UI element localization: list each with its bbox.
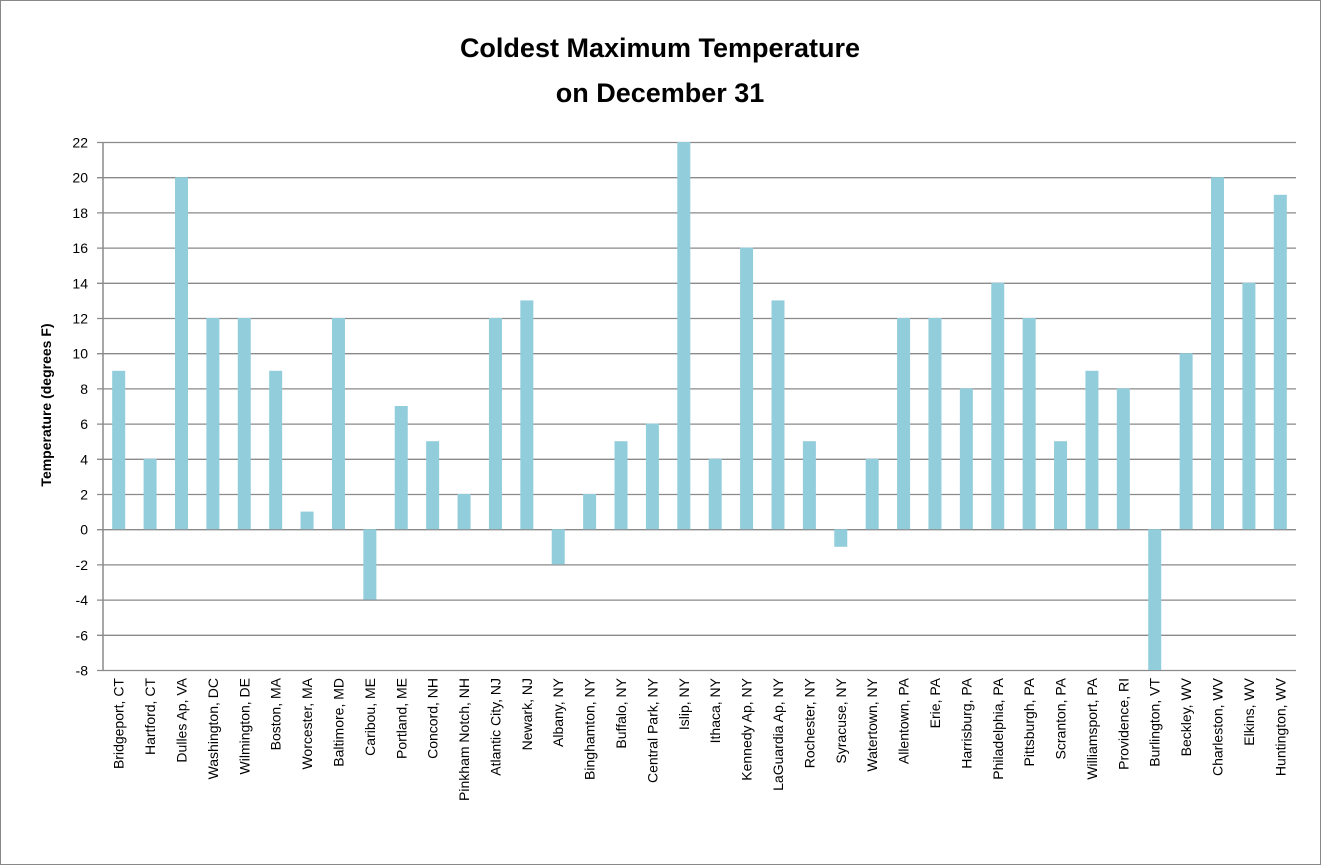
bar <box>143 458 157 530</box>
x-category-label: Newark, NJ <box>519 678 535 750</box>
x-category-label: Harrisburg, PA <box>958 677 974 768</box>
x-category-label: Beckley, WV <box>1178 677 1194 756</box>
bar <box>897 318 911 530</box>
bar <box>174 177 188 530</box>
bar <box>488 318 502 530</box>
x-category-label: Pinkham Notch, NH <box>456 678 472 801</box>
bar <box>1242 282 1256 530</box>
x-category-label: Worcester, MA <box>299 677 315 769</box>
x-category-label: Albany, NY <box>550 677 566 747</box>
bar <box>740 247 754 530</box>
bar <box>677 142 691 530</box>
x-category-label: Rochester, NY <box>801 677 817 768</box>
y-tick-label: -6 <box>76 627 89 643</box>
y-tick-label: 18 <box>72 205 88 221</box>
x-category-label: Erie, PA <box>927 677 943 728</box>
y-tick-label: 10 <box>72 346 88 362</box>
x-category-label: Syracuse, NY <box>833 677 849 763</box>
x-category-label: Allentown, PA <box>896 677 912 764</box>
x-category-label: Philadelphia, PA <box>990 677 1006 779</box>
bar <box>959 388 973 530</box>
y-tick-label: 2 <box>80 487 88 503</box>
bar <box>1085 370 1099 530</box>
y-tick-label: 6 <box>80 416 88 432</box>
x-category-label: Elkins, WV <box>1241 677 1257 745</box>
bar <box>426 441 440 530</box>
chart-title-line-1: Coldest Maximum Temperature <box>460 33 860 63</box>
x-category-label: Wilmington, DE <box>236 678 252 774</box>
bar <box>1022 318 1036 530</box>
x-category-label: Concord, NH <box>425 678 441 759</box>
y-tick-label: 20 <box>72 170 88 186</box>
x-category-label: Islip, NY <box>676 677 692 730</box>
x-category-label: Providence, RI <box>1115 678 1131 770</box>
x-category-label: Binghamton, NY <box>582 677 598 780</box>
bar <box>1273 194 1287 530</box>
bar <box>802 441 816 530</box>
bar <box>551 529 565 565</box>
y-tick-label: -4 <box>76 592 89 608</box>
bar <box>991 282 1005 530</box>
bar <box>1179 353 1193 530</box>
bar <box>1116 388 1130 530</box>
x-category-label: Charleston, WV <box>1210 677 1226 776</box>
bar <box>645 423 659 530</box>
y-tick-label: 12 <box>72 311 88 327</box>
bar <box>865 458 879 530</box>
y-tick-label: 0 <box>80 522 88 538</box>
bar <box>771 300 785 530</box>
bar <box>614 441 628 530</box>
bar <box>928 318 942 530</box>
x-category-label: Bridgeport, CT <box>111 678 127 769</box>
bar <box>112 370 126 530</box>
bar <box>363 529 377 600</box>
x-category-label: Kennedy Ap, NY <box>739 677 755 780</box>
x-category-label: Buffalo, NY <box>613 677 629 748</box>
y-tick-label: 8 <box>80 381 88 397</box>
bar <box>1148 529 1162 670</box>
bar <box>457 494 471 530</box>
y-tick-label: 22 <box>72 135 88 151</box>
x-category-label: LaGuardia Ap, NY <box>770 677 786 791</box>
y-tick-label: 16 <box>72 240 88 256</box>
x-category-label: Atlantic City, NJ <box>487 678 503 776</box>
bar <box>300 511 314 530</box>
bar <box>394 406 408 530</box>
bar <box>834 529 848 547</box>
bar <box>583 494 597 530</box>
y-tick-label: -8 <box>76 663 89 679</box>
y-tick-label: 4 <box>80 451 88 467</box>
bar <box>206 318 220 530</box>
bar <box>269 370 283 530</box>
x-category-label: Williamsport, PA <box>1084 677 1100 779</box>
x-category-label: Pittsburgh, PA <box>1021 677 1037 766</box>
x-category-label: Hartford, CT <box>142 678 158 755</box>
y-tick-label: 14 <box>72 275 88 291</box>
x-category-label: Caribou, ME <box>362 678 378 756</box>
bar <box>1211 177 1225 530</box>
bar <box>708 458 722 530</box>
x-category-label: Baltimore, MD <box>330 678 346 767</box>
x-category-label: Portland, ME <box>393 678 409 759</box>
x-category-label: Ithaca, NY <box>707 677 723 743</box>
bar <box>1054 441 1068 530</box>
x-category-label: Dulles Ap, VA <box>173 677 189 762</box>
y-tick-label: -2 <box>76 557 89 573</box>
x-category-label: Central Park, NY <box>644 677 660 783</box>
bar <box>520 300 534 530</box>
chart-title-line-2: on December 31 <box>556 78 765 108</box>
x-category-label: Scranton, PA <box>1053 677 1069 759</box>
x-category-label: Watertown, NY <box>864 677 880 771</box>
x-category-label: Boston, MA <box>268 677 284 750</box>
x-category-label: Washington, DC <box>205 678 221 779</box>
x-category-label: Huntington, WV <box>1272 677 1288 776</box>
bar <box>237 318 251 530</box>
x-category-label: Burlington, VT <box>1147 678 1163 767</box>
y-axis-label: Temperature (degrees F) <box>38 323 54 486</box>
bar <box>331 318 345 530</box>
